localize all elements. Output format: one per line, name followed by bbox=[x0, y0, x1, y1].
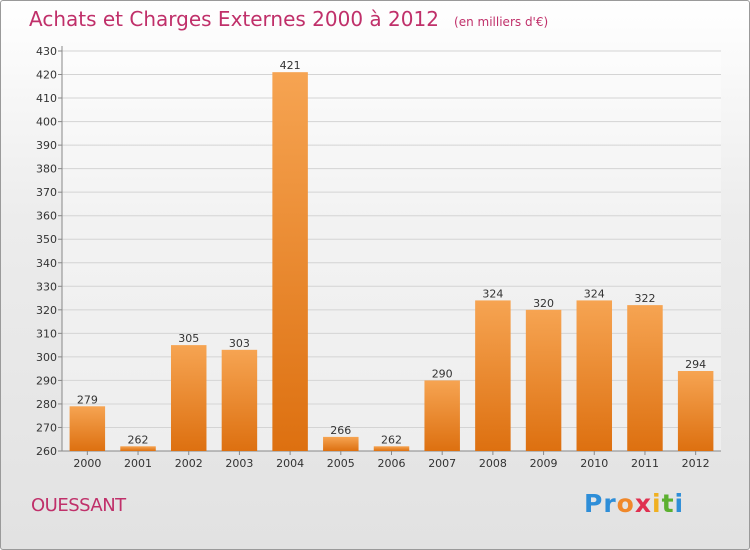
bar-2001 bbox=[120, 446, 156, 451]
logo-letter: x bbox=[634, 489, 652, 518]
proxiti-logo: Proxiti bbox=[584, 489, 684, 518]
x-tick-label-2004: 2004 bbox=[276, 457, 304, 470]
y-tick-label: 300 bbox=[36, 351, 57, 364]
logo-letter: i bbox=[674, 489, 685, 518]
data-label-2007: 290 bbox=[432, 367, 453, 380]
bar-2004 bbox=[272, 72, 308, 452]
data-label-2011: 322 bbox=[634, 292, 655, 305]
bar-2003 bbox=[221, 349, 258, 451]
data-label-2004: 421 bbox=[280, 59, 301, 72]
y-tick-label: 320 bbox=[36, 304, 57, 317]
plot-area bbox=[62, 51, 721, 451]
x-tick-label-2010: 2010 bbox=[580, 457, 608, 470]
bar-2012 bbox=[677, 371, 714, 451]
x-tick-label-2003: 2003 bbox=[225, 457, 253, 470]
y-tick-label: 380 bbox=[36, 163, 57, 176]
data-label-2006: 262 bbox=[381, 433, 402, 446]
logo-letter: t bbox=[661, 489, 675, 518]
bar-2010 bbox=[576, 300, 613, 451]
y-tick-label: 260 bbox=[36, 445, 57, 458]
y-tick-label: 410 bbox=[36, 92, 57, 105]
data-label-2003: 303 bbox=[229, 337, 250, 350]
logo-letter: P bbox=[584, 489, 604, 518]
y-tick-label: 370 bbox=[36, 186, 57, 199]
y-tick-label: 280 bbox=[36, 398, 57, 411]
bar-2002 bbox=[170, 345, 207, 451]
y-tick-label: 350 bbox=[36, 233, 57, 246]
x-tick-label-2006: 2006 bbox=[378, 457, 406, 470]
y-tick-label: 340 bbox=[36, 257, 57, 270]
logo-letter: o bbox=[616, 489, 635, 518]
data-label-2000: 279 bbox=[77, 393, 98, 406]
bar-2008 bbox=[475, 300, 511, 451]
bar-2009 bbox=[525, 309, 562, 451]
data-label-2009: 320 bbox=[533, 297, 554, 310]
x-tick-label-2007: 2007 bbox=[428, 457, 456, 470]
data-label-2008: 324 bbox=[482, 287, 503, 300]
bar-2011 bbox=[627, 305, 663, 451]
chart-unit-note: (en milliers d'€) bbox=[454, 15, 549, 29]
x-tick-label-2005: 2005 bbox=[327, 457, 355, 470]
x-tick-label-2001: 2001 bbox=[124, 457, 152, 470]
x-tick-label-2002: 2002 bbox=[175, 457, 203, 470]
logo-letter: r bbox=[603, 489, 617, 518]
commune-name: OUESSANT bbox=[31, 495, 126, 516]
logo-letter: i bbox=[652, 489, 662, 518]
y-tick-label: 290 bbox=[36, 374, 57, 387]
y-tick-label: 310 bbox=[36, 327, 57, 340]
y-tick-label: 360 bbox=[36, 210, 57, 223]
data-label-2005: 266 bbox=[330, 424, 351, 437]
y-tick-label: 330 bbox=[36, 280, 57, 293]
y-tick-label: 430 bbox=[36, 45, 57, 58]
data-label-2012: 294 bbox=[685, 358, 706, 371]
bar-2005 bbox=[323, 436, 359, 451]
x-tick-label-2011: 2011 bbox=[631, 457, 659, 470]
data-label-2002: 305 bbox=[178, 332, 199, 345]
y-tick-label: 420 bbox=[36, 69, 57, 82]
x-tick-label-2009: 2009 bbox=[530, 457, 558, 470]
y-tick-label: 390 bbox=[36, 139, 57, 152]
x-tick-label-2000: 2000 bbox=[73, 457, 101, 470]
data-label-2001: 262 bbox=[128, 433, 149, 446]
chart-title: Achats et Charges Externes 2000 à 2012 bbox=[29, 7, 439, 31]
bar-2006 bbox=[373, 446, 410, 451]
bar-2007 bbox=[424, 380, 460, 451]
y-tick-label: 270 bbox=[36, 421, 57, 434]
bar-2000 bbox=[69, 406, 106, 451]
y-tick-label: 400 bbox=[36, 116, 57, 129]
data-label-2010: 324 bbox=[584, 287, 605, 300]
x-tick-label-2008: 2008 bbox=[479, 457, 507, 470]
title-row: Achats et Charges Externes 2000 à 2012 (… bbox=[29, 7, 548, 31]
x-tick-label-2012: 2012 bbox=[682, 457, 710, 470]
